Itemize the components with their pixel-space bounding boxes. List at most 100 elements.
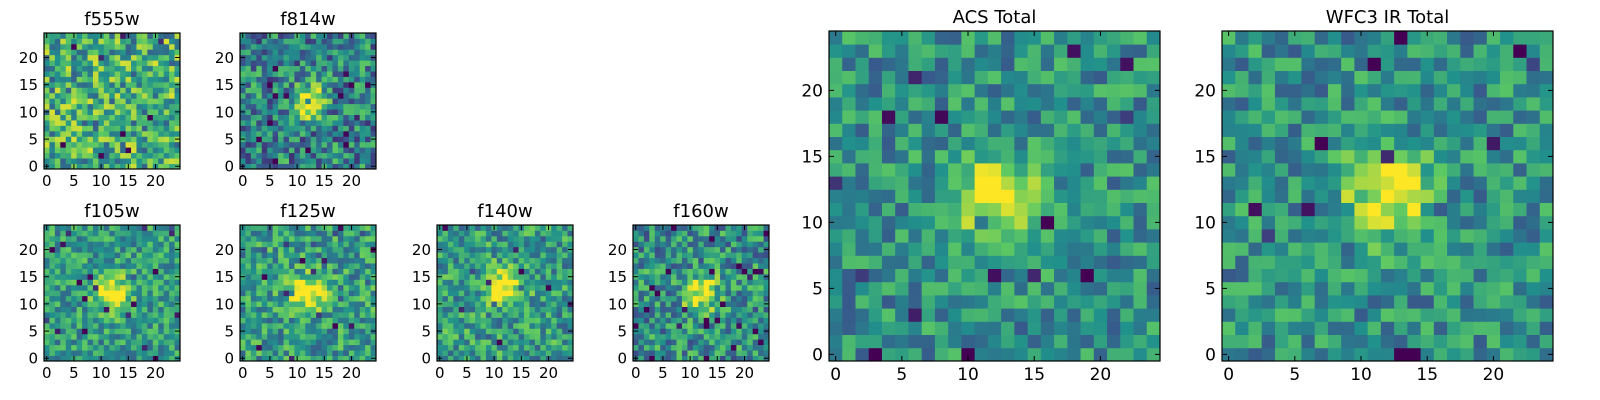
image-pixel (736, 235, 743, 242)
image-pixel (136, 152, 143, 159)
image-pixel (136, 33, 143, 39)
image-pixel (881, 83, 896, 98)
image-pixel (1040, 202, 1055, 217)
image-pixel (464, 246, 471, 253)
image-pixel (895, 268, 909, 283)
image-pixel (114, 235, 121, 242)
image-pixel (961, 163, 976, 177)
image-pixel (169, 33, 175, 39)
image-pixel (758, 355, 764, 362)
image-pixel (709, 225, 715, 231)
image-pixel (103, 43, 110, 50)
image-pixel (1067, 255, 1081, 269)
image-pixel (1133, 215, 1148, 230)
image-pixel (649, 317, 656, 324)
image-pixel (518, 339, 525, 346)
image-pixel (305, 246, 312, 253)
image-pixel (310, 328, 317, 335)
image-pixel (82, 92, 88, 99)
image-pixel (676, 355, 683, 362)
image-pixel (1146, 123, 1161, 137)
image-pixel (71, 268, 78, 275)
image-pixel (475, 328, 481, 335)
image-pixel (961, 295, 976, 309)
image-pixel (974, 242, 989, 256)
image-pixel (649, 290, 656, 297)
image-pixel (114, 268, 121, 275)
image-pixel (469, 328, 476, 335)
image-pixel (437, 344, 443, 351)
image-pixel (321, 263, 328, 269)
image-pixel (87, 339, 94, 346)
image-pixel (534, 279, 541, 286)
image-pixel (948, 57, 962, 71)
image-pixel (44, 306, 50, 313)
image-pixel (692, 268, 699, 275)
image-pixel (316, 163, 322, 170)
image-pixel (65, 76, 72, 83)
image-pixel (513, 263, 519, 269)
image-pixel (1420, 149, 1435, 164)
image-pixel (71, 235, 78, 242)
image-pixel (332, 306, 339, 313)
image-pixel (1133, 255, 1148, 269)
image-pixel (1341, 242, 1355, 256)
image-pixel (692, 284, 699, 291)
image-pixel (163, 152, 170, 159)
image-pixel (365, 60, 371, 67)
image-pixel (496, 350, 503, 356)
image-pixel (458, 295, 465, 302)
image-pixel (310, 163, 317, 170)
image-pixel (698, 241, 705, 248)
image-pixel (283, 344, 290, 351)
image-pixel (868, 215, 883, 230)
image-pixel (359, 103, 366, 110)
image-pixel (120, 147, 126, 154)
image-pixel (245, 230, 252, 237)
image-pixel (1354, 308, 1369, 322)
image-pixel (1460, 255, 1474, 269)
image-pixel (1054, 202, 1068, 217)
image-pixel (158, 284, 165, 291)
image-pixel (829, 70, 843, 85)
image-pixel (1120, 97, 1134, 111)
image-pixel (1288, 242, 1302, 256)
image-pixel (245, 322, 252, 329)
image-pixel (87, 235, 94, 242)
image-pixel (895, 83, 909, 98)
image-pixel (562, 279, 568, 286)
image-pixel (283, 339, 290, 346)
image-pixel (1248, 321, 1263, 335)
image-pixel (261, 268, 268, 275)
image-pixel (310, 120, 317, 126)
image-pixel (747, 355, 754, 362)
image-pixel (136, 344, 143, 351)
image-pixel (54, 136, 61, 143)
image-pixel (480, 290, 487, 297)
image-pixel (540, 328, 547, 335)
image-pixel (283, 295, 290, 302)
image-pixel (240, 158, 246, 164)
image-pixel (491, 295, 498, 302)
image-pixel (1486, 281, 1501, 296)
image-pixel (87, 284, 94, 291)
image-pixel (464, 252, 471, 259)
image-pixel (480, 235, 487, 242)
image-pixel (1027, 57, 1042, 71)
image-pixel (370, 339, 377, 346)
image-pixel (534, 344, 541, 351)
image-pixel (752, 333, 759, 340)
image-pixel (131, 301, 137, 307)
image-pixel (714, 344, 721, 351)
image-pixel (288, 87, 295, 94)
image-pixel (152, 125, 159, 132)
image-pixel (703, 312, 710, 318)
image-pixel (141, 103, 148, 110)
image-pixel (687, 268, 694, 275)
image-pixel (480, 279, 487, 286)
image-pixel (152, 38, 159, 45)
image-pixel (1380, 149, 1395, 164)
image-pixel (633, 257, 639, 264)
